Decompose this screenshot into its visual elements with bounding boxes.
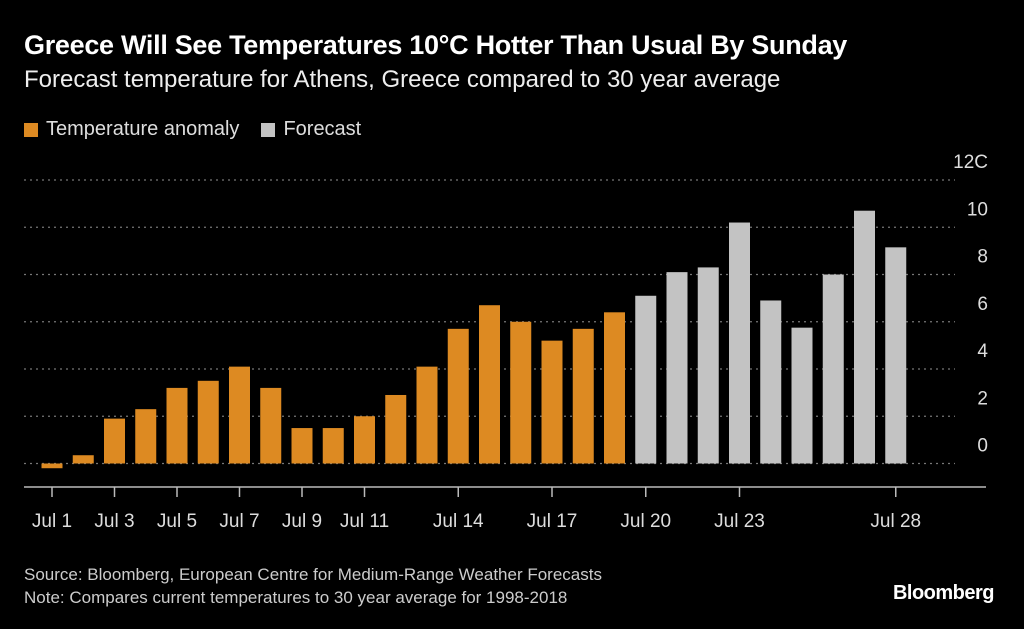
bar-jul-3	[104, 418, 125, 464]
y-tick-label: 0	[977, 436, 988, 457]
source-note: Source: Bloomberg, European Centre for M…	[24, 565, 602, 584]
bar-jul-20	[635, 295, 657, 464]
y-tick-label: 4	[977, 341, 988, 362]
bar-jul-22	[697, 267, 719, 464]
bar-jul-14	[447, 328, 469, 464]
y-tick-label: 12C	[953, 152, 988, 173]
chart-title: Greece Will See Temperatures 10°C Hotter…	[24, 30, 848, 60]
bar-jul-15	[479, 305, 500, 464]
bar-jul-23	[729, 222, 750, 464]
x-tick-label: Jul 17	[527, 511, 578, 532]
bar-jul-12	[385, 394, 407, 464]
legend: Temperature anomaly Forecast	[24, 118, 361, 141]
bar-jul-11	[354, 416, 375, 464]
x-tick-label: Jul 28	[870, 511, 921, 532]
y-tick-label: 2	[977, 388, 988, 409]
x-tick-label: Jul 1	[32, 511, 72, 532]
bar-jul-26	[822, 274, 844, 464]
bloomberg-logo: Bloomberg	[892, 582, 995, 604]
x-tick-label: Jul 23	[714, 511, 765, 532]
bar-jul-8	[260, 387, 282, 464]
bar-jul-5	[166, 387, 188, 464]
bar-jul-19	[604, 312, 625, 464]
bar-jul-21	[666, 272, 688, 464]
bar-jul-1	[41, 463, 63, 469]
bar-jul-7	[229, 366, 250, 464]
y-tick-label: 6	[977, 294, 988, 315]
x-tick-label: Jul 3	[94, 511, 134, 532]
bar-jul-2	[72, 455, 94, 464]
x-tick-label: Jul 9	[282, 511, 322, 532]
legend-label: Temperature anomaly	[46, 118, 240, 140]
bar-jul-16	[510, 321, 532, 464]
bar-jul-6	[197, 380, 219, 464]
bar-jul-10	[322, 428, 344, 464]
x-tick-label: Jul 5	[157, 511, 197, 532]
x-tick-label: Jul 11	[340, 511, 389, 532]
legend-swatch-forecast	[261, 122, 276, 137]
y-tick-label: 8	[977, 247, 988, 268]
footnote: Note: Compares current temperatures to 3…	[24, 588, 568, 607]
x-tick-label: Jul 14	[433, 511, 484, 532]
bar-jul-17	[541, 340, 563, 464]
y-tick-label: 10	[967, 199, 988, 220]
legend-item-forecast: Forecast	[261, 118, 361, 141]
bar-jul-4	[135, 409, 157, 464]
legend-item-anomaly: Temperature anomaly	[24, 118, 239, 141]
x-tick-label: Jul 7	[219, 511, 259, 532]
bar-jul-9	[291, 428, 313, 464]
bar-jul-25	[791, 327, 813, 464]
legend-label: Forecast	[283, 118, 362, 140]
bar-jul-28	[885, 247, 907, 464]
bar-jul-13	[416, 366, 438, 464]
bar-jul-24	[760, 300, 782, 464]
chart-subtitle: Forecast temperature for Athens, Greece …	[24, 66, 781, 93]
bar-jul-18	[572, 328, 594, 464]
x-tick-label: Jul 20	[620, 511, 671, 532]
legend-swatch-anomaly	[24, 122, 38, 137]
bar-jul-27	[854, 210, 875, 464]
